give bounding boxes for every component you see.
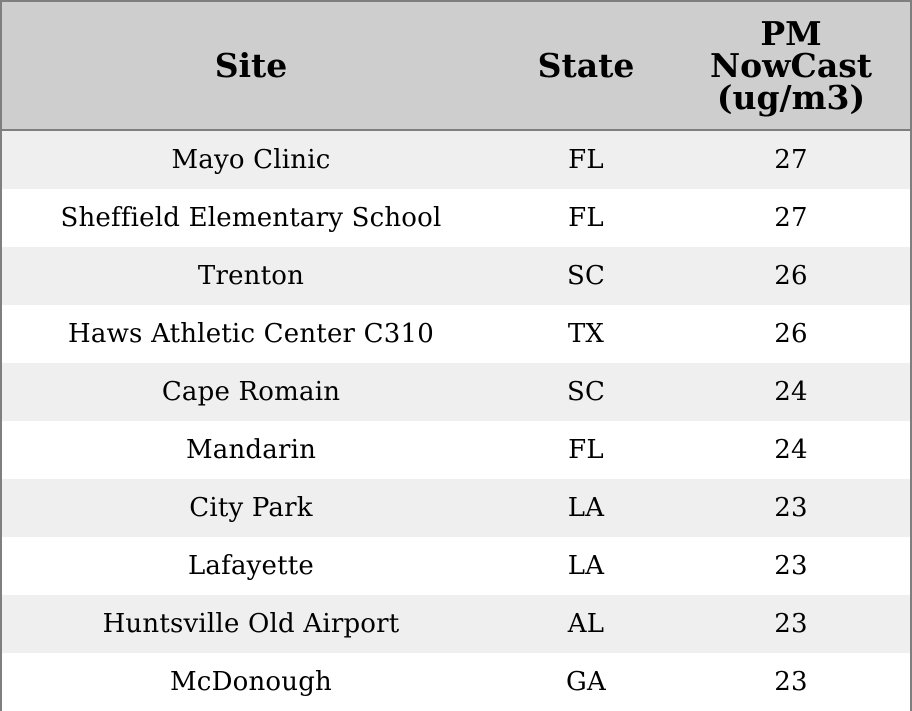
table-row: Lafayette LA 23 [2, 537, 910, 595]
cell-site: City Park [189, 493, 313, 523]
cell-site: Mayo Clinic [171, 145, 331, 175]
table-header-row: Site State PM NowCast (ug/m3) [2, 2, 910, 131]
column-header-state: State [537, 45, 635, 85]
cell-pm-nowcast: 23 [774, 667, 808, 697]
column-header-pm-nowcast: PM NowCast (ug/m3) [709, 13, 873, 117]
column-header-site: Site [214, 45, 288, 85]
cell-site: Cape Romain [161, 377, 341, 407]
table-body: Mayo Clinic FL 27 Sheffield Elementary Scho… [2, 131, 910, 711]
cell-site: McDonough [169, 667, 332, 697]
cell-pm-nowcast: 23 [774, 551, 808, 581]
table-row: Huntsville Old Airport AL 23 [2, 595, 910, 653]
cell-pm-nowcast: 23 [774, 609, 808, 639]
cell-state: SC [566, 261, 606, 291]
table-row: Cape Romain SC 24 [2, 363, 910, 421]
cell-pm-nowcast: 23 [774, 493, 808, 523]
table-row: City Park LA 23 [2, 479, 910, 537]
cell-state: FL [568, 145, 604, 175]
table-row: Mandarin FL 24 [2, 421, 910, 479]
cell-state: LA [567, 493, 605, 523]
table-row: McDonough GA 23 [2, 653, 910, 711]
cell-state: TX [567, 319, 605, 349]
cell-site: Haws Athletic Center C310 [68, 319, 434, 349]
cell-site: Sheffield Elementary School [60, 203, 442, 233]
cell-state: GA [566, 667, 606, 697]
table-row: Haws Athletic Center C310 TX 26 [2, 305, 910, 363]
cell-site: Huntsville Old Airport [102, 609, 400, 639]
cell-state: LA [567, 551, 605, 581]
cell-state: FL [568, 435, 604, 465]
table-row: Sheffield Elementary School FL 27 [2, 189, 910, 247]
cell-pm-nowcast: 24 [774, 377, 808, 407]
cell-site: Mandarin [185, 435, 317, 465]
cell-pm-nowcast: 24 [774, 435, 808, 465]
cell-site: Trenton [197, 261, 305, 291]
cell-state: SC [566, 377, 606, 407]
cell-state: AL [567, 609, 605, 639]
cell-pm-nowcast: 27 [774, 145, 808, 175]
cell-state: FL [568, 203, 604, 233]
cell-pm-nowcast: 27 [774, 203, 808, 233]
cell-pm-nowcast: 26 [774, 261, 808, 291]
cell-pm-nowcast: 26 [774, 319, 808, 349]
cell-site: Lafayette [187, 551, 315, 581]
table-row: Mayo Clinic FL 27 [2, 131, 910, 189]
table-row: Trenton SC 26 [2, 247, 910, 305]
